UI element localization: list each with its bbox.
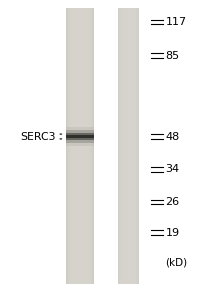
Bar	[68, 8, 91, 284]
Bar	[118, 8, 139, 284]
Bar	[66, 133, 94, 140]
Text: SERC3: SERC3	[21, 131, 56, 142]
Bar	[66, 130, 94, 143]
Bar	[125, 8, 132, 284]
Bar	[74, 8, 85, 284]
Bar	[77, 8, 83, 284]
Bar	[120, 8, 137, 284]
Text: (kD): (kD)	[165, 257, 187, 268]
Text: 19: 19	[165, 227, 180, 238]
Bar	[68, 8, 92, 284]
Bar	[66, 8, 94, 284]
Text: 34: 34	[165, 164, 180, 175]
Bar	[67, 8, 93, 284]
Text: 117: 117	[165, 16, 187, 27]
Bar	[121, 8, 135, 284]
Bar	[76, 8, 84, 284]
Bar	[66, 8, 94, 284]
Bar	[118, 8, 139, 284]
Bar	[126, 8, 131, 284]
Bar	[74, 8, 85, 284]
Bar	[125, 8, 131, 284]
Text: 48: 48	[165, 131, 180, 142]
Bar	[72, 8, 88, 284]
Bar	[79, 8, 80, 284]
Bar	[71, 8, 89, 284]
Text: 85: 85	[165, 50, 180, 61]
Text: 26: 26	[165, 196, 180, 207]
Bar	[128, 8, 129, 284]
Bar	[127, 8, 130, 284]
Bar	[78, 8, 82, 284]
Bar	[66, 127, 94, 146]
Bar	[118, 8, 139, 284]
Bar	[123, 8, 134, 284]
Bar	[69, 8, 90, 284]
Bar	[66, 134, 94, 139]
Bar	[124, 8, 133, 284]
Bar	[73, 8, 87, 284]
Bar	[122, 8, 135, 284]
Bar	[121, 8, 136, 284]
Bar	[119, 8, 138, 284]
